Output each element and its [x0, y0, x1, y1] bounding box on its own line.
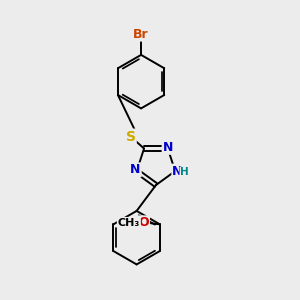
Text: S: S: [126, 130, 136, 144]
Text: CH₃: CH₃: [118, 218, 140, 228]
Text: N: N: [130, 164, 141, 176]
Text: H: H: [180, 167, 189, 177]
Text: Br: Br: [133, 28, 149, 40]
Text: N: N: [163, 141, 173, 154]
Text: O: O: [138, 216, 149, 229]
Text: N: N: [172, 165, 183, 178]
